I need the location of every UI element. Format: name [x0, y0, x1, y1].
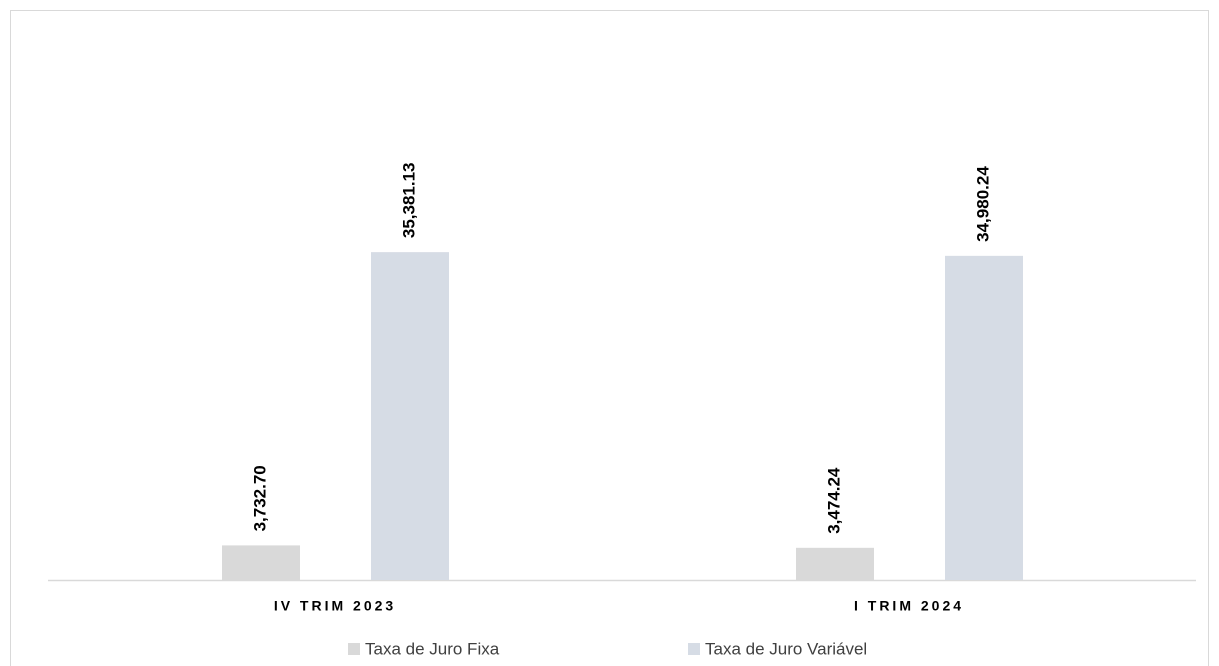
value-label: 3,732.70	[250, 465, 269, 531]
x-tick-label: IV TRIM 2023	[274, 598, 396, 614]
legend-label: Taxa de Juro Fixa	[365, 639, 500, 658]
bar	[371, 252, 449, 580]
value-label: 35,381.13	[399, 162, 418, 238]
legend-swatch	[688, 643, 700, 655]
value-label: 3,474.24	[824, 467, 843, 534]
bar	[222, 545, 300, 580]
value-label: 34,980.24	[973, 166, 992, 242]
chart-frame	[10, 10, 1209, 666]
bar	[796, 547, 874, 580]
bar	[945, 255, 1023, 580]
legend-label: Taxa de Juro Variável	[705, 639, 867, 658]
legend-swatch	[348, 643, 360, 655]
x-tick-label: I TRIM 2024	[854, 598, 964, 614]
